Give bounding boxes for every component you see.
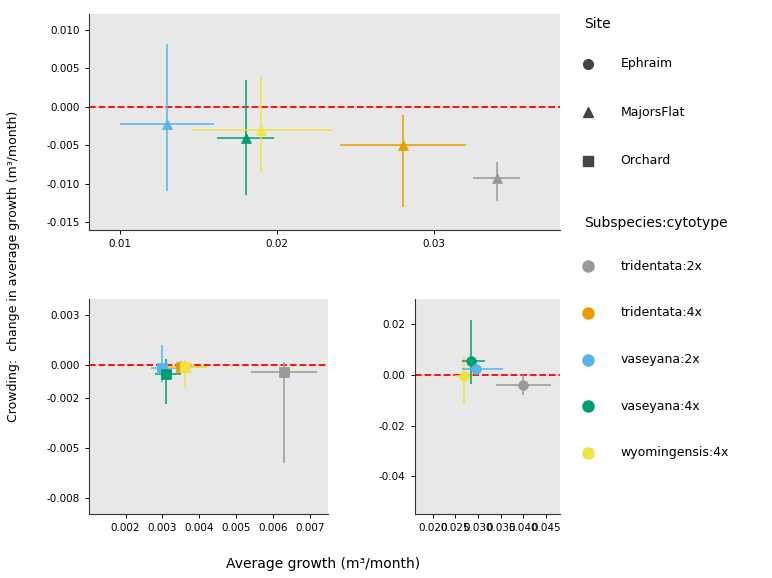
Text: Orchard: Orchard <box>621 154 671 167</box>
Text: Average growth (m³/month): Average growth (m³/month) <box>225 557 420 570</box>
Text: Site: Site <box>584 17 611 31</box>
Text: vaseyana:4x: vaseyana:4x <box>621 399 700 413</box>
Text: Subspecies:cytotype: Subspecies:cytotype <box>584 216 727 230</box>
Text: tridentata:4x: tridentata:4x <box>621 306 703 320</box>
Text: wyomingensis:4x: wyomingensis:4x <box>621 446 729 460</box>
Text: vaseyana:2x: vaseyana:2x <box>621 353 700 366</box>
Text: tridentata:2x: tridentata:2x <box>621 260 703 273</box>
Text: Ephraim: Ephraim <box>621 57 672 71</box>
Text: MajorsFlat: MajorsFlat <box>621 106 685 119</box>
Text: Crowding:  change in average growth (m³/month): Crowding: change in average growth (m³/m… <box>8 110 20 421</box>
